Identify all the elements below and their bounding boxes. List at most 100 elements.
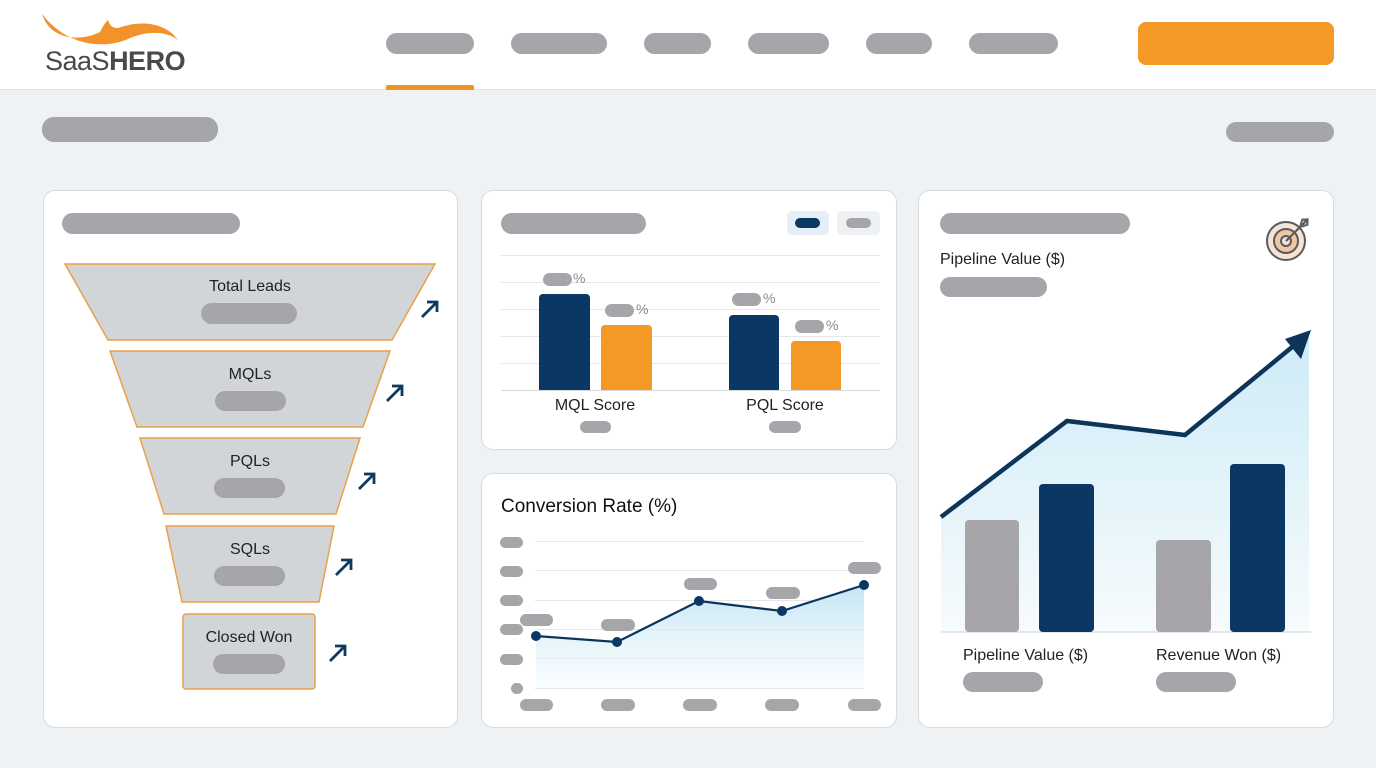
data-point (777, 606, 787, 616)
toggle-option-1[interactable] (787, 211, 829, 235)
funnel-card: Total Leads MQLs PQLs SQLs Closed Won (43, 190, 458, 728)
x-label-pipeline: Pipeline Value ($) (963, 647, 1089, 664)
cta-button[interactable] (1138, 22, 1334, 65)
bar-pql-series2[interactable] (791, 341, 841, 390)
toggle-option-2[interactable] (837, 211, 880, 235)
y-tick-label (500, 654, 523, 665)
saashero-logo[interactable]: SaaSHERO (40, 10, 190, 76)
bar-pipeline-prev (965, 520, 1019, 632)
x-sublabel (769, 421, 801, 433)
toggle-option-2-swatch (846, 218, 871, 228)
funnel-step-value (214, 478, 285, 498)
pipeline-card-title (940, 213, 1130, 234)
x-label-revenue: Revenue Won ($) (1156, 647, 1282, 664)
nav-item-1[interactable] (386, 33, 474, 54)
nav-item-2[interactable] (511, 33, 607, 54)
funnel-shape (109, 350, 391, 428)
grid-line (501, 309, 880, 310)
active-nav-indicator (386, 85, 474, 90)
x-sublabel-pipeline (963, 672, 1043, 692)
x-tick-label (601, 699, 635, 711)
funnel-shape (165, 525, 335, 603)
conversion-card: Conversion Rate (%) (481, 473, 897, 728)
y-tick-label (511, 683, 523, 694)
grid-line (535, 541, 864, 542)
y-tick-label (500, 537, 523, 548)
page-date-range[interactable] (1226, 122, 1334, 142)
x-tick-label (683, 699, 717, 711)
page-title (42, 117, 218, 142)
funnel-shape (139, 437, 361, 515)
top-header: SaaSHERO (0, 0, 1376, 90)
y-tick-label (500, 595, 523, 606)
pct-suffix: % (636, 301, 649, 317)
bar-value-label (732, 293, 761, 306)
funnel-step-label: Closed Won (205, 629, 293, 646)
pipeline-chart (939, 330, 1311, 633)
bar-pql-series1[interactable] (729, 315, 779, 390)
point-value-label (684, 578, 717, 590)
funnel-card-title (62, 213, 240, 234)
score-card: % % MQL Score % % PQL Score (481, 190, 897, 450)
data-point (531, 631, 541, 641)
funnel-step-value (215, 391, 286, 411)
logo-swoosh-icon (42, 14, 178, 45)
x-sublabel-revenue (1156, 672, 1236, 692)
arrow-up-right-icon (329, 644, 347, 662)
pipeline-subtitle: Pipeline Value ($) (940, 251, 1066, 268)
arrow-up-right-icon (358, 472, 376, 490)
data-point (859, 580, 869, 590)
grid-line (501, 255, 880, 256)
point-value-label (520, 614, 553, 626)
pct-suffix: % (826, 317, 839, 333)
bar-revenue-prev (1156, 540, 1211, 632)
x-sublabel (580, 421, 611, 433)
bar-revenue-curr (1230, 464, 1285, 632)
pipeline-card: Pipeline Value ($) Pipeline Value ($) Re… (918, 190, 1334, 728)
nav-item-4[interactable] (748, 33, 829, 54)
funnel-step-value (214, 566, 285, 586)
funnel-step-label: MQLs (228, 366, 272, 383)
bar-value-label (605, 304, 634, 317)
x-tick-label (520, 699, 553, 711)
funnel-step-value (213, 654, 285, 674)
x-tick-label (848, 699, 881, 711)
bar-mql-series1[interactable] (539, 294, 590, 390)
logo-text: SaaSHERO (45, 46, 186, 76)
nav-item-6[interactable] (969, 33, 1058, 54)
funnel-step-label: SQLs (229, 541, 270, 558)
data-point (612, 637, 622, 647)
bar-value-label (543, 273, 572, 286)
bar-value-label (795, 320, 824, 333)
pct-suffix: % (573, 270, 586, 286)
bar-pipeline-curr (1039, 484, 1094, 632)
x-label-pql: PQL Score (746, 397, 824, 414)
nav-item-5[interactable] (866, 33, 932, 54)
pct-suffix: % (763, 290, 776, 306)
funnel-step-pqls[interactable]: PQLs (139, 437, 361, 515)
data-point (694, 596, 704, 606)
bar-mql-series2[interactable] (601, 325, 652, 390)
toggle-option-1-swatch (795, 218, 820, 228)
conversion-line-chart (531, 580, 869, 688)
funnel-step-closed-won[interactable]: Closed Won (182, 613, 316, 690)
funnel-step-total-leads[interactable]: Total Leads (64, 263, 436, 341)
conversion-card-title: Conversion Rate (%) (501, 496, 678, 517)
x-tick-label (765, 699, 799, 711)
score-card-title (501, 213, 646, 234)
grid-line (535, 688, 864, 689)
funnel-shape (64, 263, 436, 341)
funnel-step-mqls[interactable]: MQLs (109, 350, 391, 428)
y-tick-label (500, 624, 523, 635)
y-tick-label (500, 566, 523, 577)
arrow-up-right-icon (335, 558, 353, 576)
point-value-label (848, 562, 881, 574)
funnel-step-label: Total Leads (209, 278, 291, 295)
target-icon[interactable] (1264, 211, 1318, 265)
grid-line (501, 282, 880, 283)
trend-arrow-head (1285, 330, 1311, 359)
nav-item-3[interactable] (644, 33, 711, 54)
funnel-step-label: PQLs (229, 453, 270, 470)
funnel-step-sqls[interactable]: SQLs (165, 525, 335, 603)
grid-line (535, 570, 864, 571)
